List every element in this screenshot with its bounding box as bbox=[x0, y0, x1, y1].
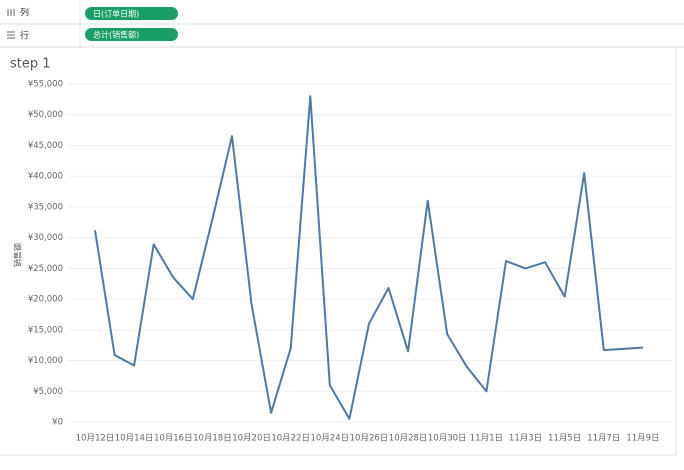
x-tick-label: 11月7日 bbox=[587, 434, 620, 444]
y-tick-label: ¥35,000 bbox=[28, 202, 63, 212]
y-tick-label: ¥15,000 bbox=[28, 325, 63, 335]
shelf-label: 列 bbox=[20, 7, 29, 19]
x-tick-label: 11月5日 bbox=[548, 434, 581, 444]
x-tick-label: 11月9日 bbox=[626, 434, 659, 444]
y-tick-label: ¥50,000 bbox=[28, 110, 63, 120]
x-tick-label: 10月12日 bbox=[76, 434, 115, 444]
y-tick-label: ¥5,000 bbox=[33, 387, 63, 397]
y-tick-label: ¥20,000 bbox=[28, 295, 63, 305]
x-tick-label: 10月16日 bbox=[154, 434, 193, 444]
pill-label[interactable]: 日(订单日期) bbox=[93, 9, 139, 19]
y-tick-label: ¥45,000 bbox=[28, 141, 63, 151]
y-tick-label: ¥25,000 bbox=[28, 264, 63, 274]
rows-icon bbox=[7, 31, 15, 39]
x-tick-label: 11月3日 bbox=[509, 434, 542, 444]
y-tick-label: ¥55,000 bbox=[28, 80, 63, 90]
pill[interactable] bbox=[85, 7, 178, 20]
x-tick-label: 10月30日 bbox=[428, 434, 467, 444]
shelf-label: 行 bbox=[20, 30, 29, 42]
x-tick-label: 10月24日 bbox=[311, 434, 350, 444]
x-tick-label: 10月14日 bbox=[115, 434, 154, 444]
y-tick-label: ¥0 bbox=[52, 418, 63, 428]
line bbox=[94, 95, 643, 420]
columns-icon bbox=[7, 9, 15, 16]
chart-title: step 1 bbox=[10, 57, 51, 72]
x-tick-label: 10月28日 bbox=[389, 434, 428, 444]
x-tick-label: 10月26日 bbox=[350, 434, 389, 444]
x-tick-label: 11月1日 bbox=[470, 434, 503, 444]
y-tick-label: ¥10,000 bbox=[28, 356, 63, 366]
x-tick-label: 10月20日 bbox=[232, 434, 271, 444]
pill-label[interactable]: 总计(销售额) bbox=[93, 30, 139, 40]
pill[interactable] bbox=[85, 28, 178, 41]
x-tick-label: 10月22日 bbox=[271, 434, 310, 444]
x-tick-label: 10月18日 bbox=[193, 434, 232, 444]
y-axis-label: 销售额 bbox=[13, 243, 23, 267]
y-tick-label: ¥30,000 bbox=[28, 233, 63, 243]
y-tick-label: ¥40,000 bbox=[28, 172, 63, 182]
